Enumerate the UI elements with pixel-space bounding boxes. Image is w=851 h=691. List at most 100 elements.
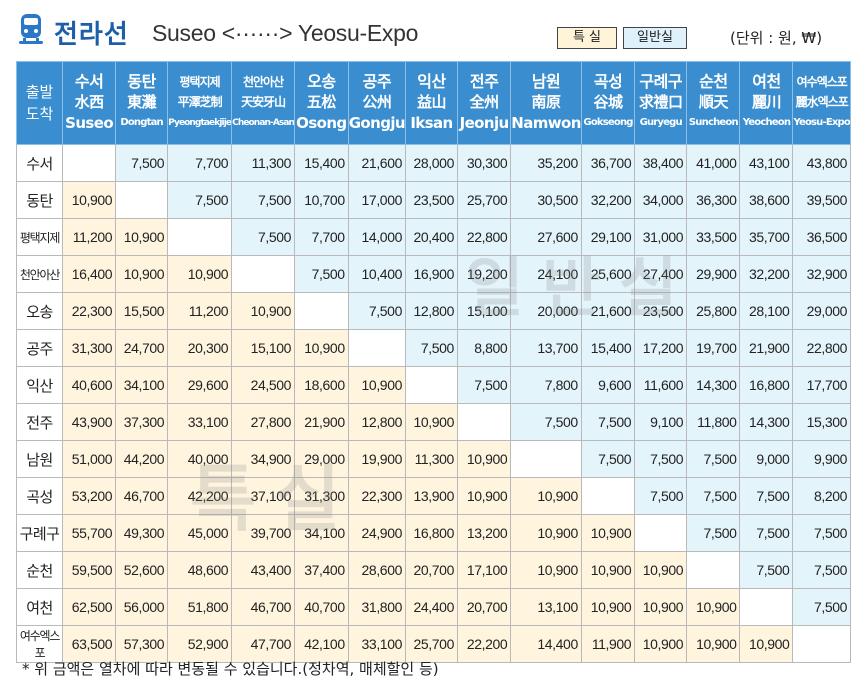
row-header-station: 남원 (15, 440, 64, 478)
table-row: 천안아산 16,400 10,900 10,900 7,500 10,400 16,900 1… (15, 255, 851, 293)
station-name-hanja: 順天 (698, 93, 729, 111)
fare-cell-standard: 7,500 (404, 329, 458, 367)
fare-cell-special: 10,900 (580, 551, 636, 589)
fare-cell-standard: 39,500 (792, 181, 851, 219)
station-name-ko: 동탄 (127, 72, 156, 91)
station-name-hanja: 麗水엑스포 (795, 95, 849, 109)
station-name-en: Suncheon (688, 117, 739, 128)
fare-cell-standard: 38,400 (634, 144, 688, 182)
fare-cell-standard: 7,500 (634, 440, 688, 478)
header: 전라선 Suseo <······> Yeosu-Expo 특 실 일반실 (단… (0, 0, 851, 60)
fare-cell-special: 15,500 (115, 292, 169, 330)
fare-cell-standard: 24,100 (510, 255, 582, 293)
fare-cell-special: 13,900 (404, 477, 458, 515)
fare-cell-special: 21,900 (294, 403, 349, 441)
station-name-hanja: 全州 (469, 93, 500, 111)
fare-cell-standard: 33,500 (686, 218, 741, 256)
fare-cell-standard: 16,800 (739, 366, 794, 404)
fare-cell-special: 11,900 (580, 625, 636, 663)
fare-cell-standard: 7,500 (634, 477, 688, 515)
column-header: 곡성 谷城 Gokseong (580, 61, 636, 145)
station-name-en: Guryegu (639, 117, 683, 128)
station-name-hanja: 公州 (362, 93, 392, 111)
row-header-station: 동탄 (15, 181, 64, 219)
fare-cell-standard: 38,600 (739, 181, 794, 219)
fare-cell-special: 10,900 (686, 625, 741, 663)
row-header-station: 수서 (15, 144, 64, 182)
empty-cell (580, 477, 636, 515)
fare-cell-special: 10,900 (510, 551, 582, 589)
fare-cell-standard: 32,200 (580, 181, 636, 219)
fare-cell-special: 20,300 (167, 329, 233, 367)
row-header-station: 구례구 (15, 514, 64, 552)
row-header-station: 여수엑스포 (15, 625, 64, 663)
fare-cell-standard: 7,500 (456, 366, 512, 404)
column-header: 오송 五松 Osong (294, 61, 349, 145)
fare-cell-standard: 7,500 (580, 403, 636, 441)
fare-cell-special: 37,300 (115, 403, 169, 441)
station-name-ko: 평택지제 (179, 75, 221, 89)
column-header: 구례구 求禮口 Guryegu (634, 61, 688, 145)
fare-cell-standard: 7,500 (792, 514, 851, 552)
empty-cell (115, 181, 169, 219)
fare-cell-special: 34,100 (115, 366, 169, 404)
fare-cell-special: 10,900 (115, 218, 169, 256)
station-name-en: Gongju (348, 114, 405, 132)
fare-cell-standard: 7,500 (510, 403, 582, 441)
table-row: 공주 31,300 24,700 20,300 15,100 10,900 7,500 8,8… (15, 329, 851, 367)
station-name-en: Gokseong (583, 117, 633, 128)
column-header: 공주 公州 Gongju (347, 61, 406, 145)
fare-cell-special: 52,600 (115, 551, 169, 589)
fare-cell-standard: 8,200 (792, 477, 851, 515)
fare-cell-special: 10,900 (686, 588, 741, 626)
fare-cell-standard: 15,400 (294, 144, 349, 182)
station-name-ko: 천안아산 (242, 75, 284, 89)
fare-cell-standard: 27,400 (634, 255, 688, 293)
fare-cell-standard: 8,800 (456, 329, 512, 367)
fare-cell-standard: 7,700 (294, 218, 349, 256)
empty-cell (347, 329, 406, 367)
fare-cell-standard: 36,300 (686, 181, 741, 219)
fare-cell-standard: 7,500 (231, 218, 296, 256)
fare-cell-special: 29,600 (167, 366, 233, 404)
fare-cell-standard: 7,500 (739, 514, 794, 552)
station-name-ko: 구례구 (639, 72, 683, 91)
fare-cell-special: 31,300 (62, 329, 117, 367)
fare-cell-standard: 29,000 (792, 292, 851, 330)
fare-cell-standard: 7,500 (686, 440, 741, 478)
fare-cell-standard: 31,000 (634, 218, 688, 256)
fare-cell-special: 27,800 (231, 403, 296, 441)
fare-cell-standard: 22,800 (456, 218, 512, 256)
fare-cell-standard: 11,600 (634, 366, 688, 404)
fare-cell-standard: 19,700 (686, 329, 741, 367)
fare-cell-standard: 14,300 (739, 403, 794, 441)
fare-cell-special: 62,500 (62, 588, 117, 626)
empty-cell (294, 292, 349, 330)
station-name-ko: 익산 (417, 72, 446, 91)
fare-cell-special: 43,400 (231, 551, 296, 589)
fare-cell-special: 10,900 (580, 514, 636, 552)
fare-cell-special: 37,100 (231, 477, 296, 515)
station-name-ko: 공주 (362, 72, 392, 91)
station-name-hanja: 益山 (416, 93, 447, 111)
table-row: 평택지제 11,200 10,900 7,500 7,700 14,000 20,400 22… (15, 218, 851, 256)
fare-cell-special: 34,900 (231, 440, 296, 478)
fare-cell-standard: 15,400 (580, 329, 636, 367)
station-name-hanja: 五松 (306, 93, 337, 111)
column-header: 여천 麗川 Yeocheon (739, 61, 794, 145)
fare-cell-special: 40,000 (167, 440, 233, 478)
station-name-ko: 여수엑스포 (796, 75, 848, 89)
fare-cell-standard: 7,500 (792, 551, 851, 589)
fare-cell-standard: 7,500 (739, 551, 794, 589)
fare-cell-special: 46,700 (231, 588, 296, 626)
fare-cell-special: 10,900 (580, 588, 636, 626)
fare-cell-special: 17,100 (456, 551, 512, 589)
table-row: 남원 51,000 44,200 40,000 34,900 29,000 19,900 11… (15, 440, 851, 478)
station-name-en: Osong (296, 114, 347, 132)
fare-cell-standard: 20,000 (510, 292, 582, 330)
table-row: 동탄 10,900 7,500 7,500 10,700 17,000 23,500 25,7… (15, 181, 851, 219)
fare-cell-special: 37,400 (294, 551, 349, 589)
fare-cell-standard: 35,200 (510, 144, 582, 182)
fare-cell-standard: 25,600 (580, 255, 636, 293)
fare-cell-special: 53,200 (62, 477, 117, 515)
